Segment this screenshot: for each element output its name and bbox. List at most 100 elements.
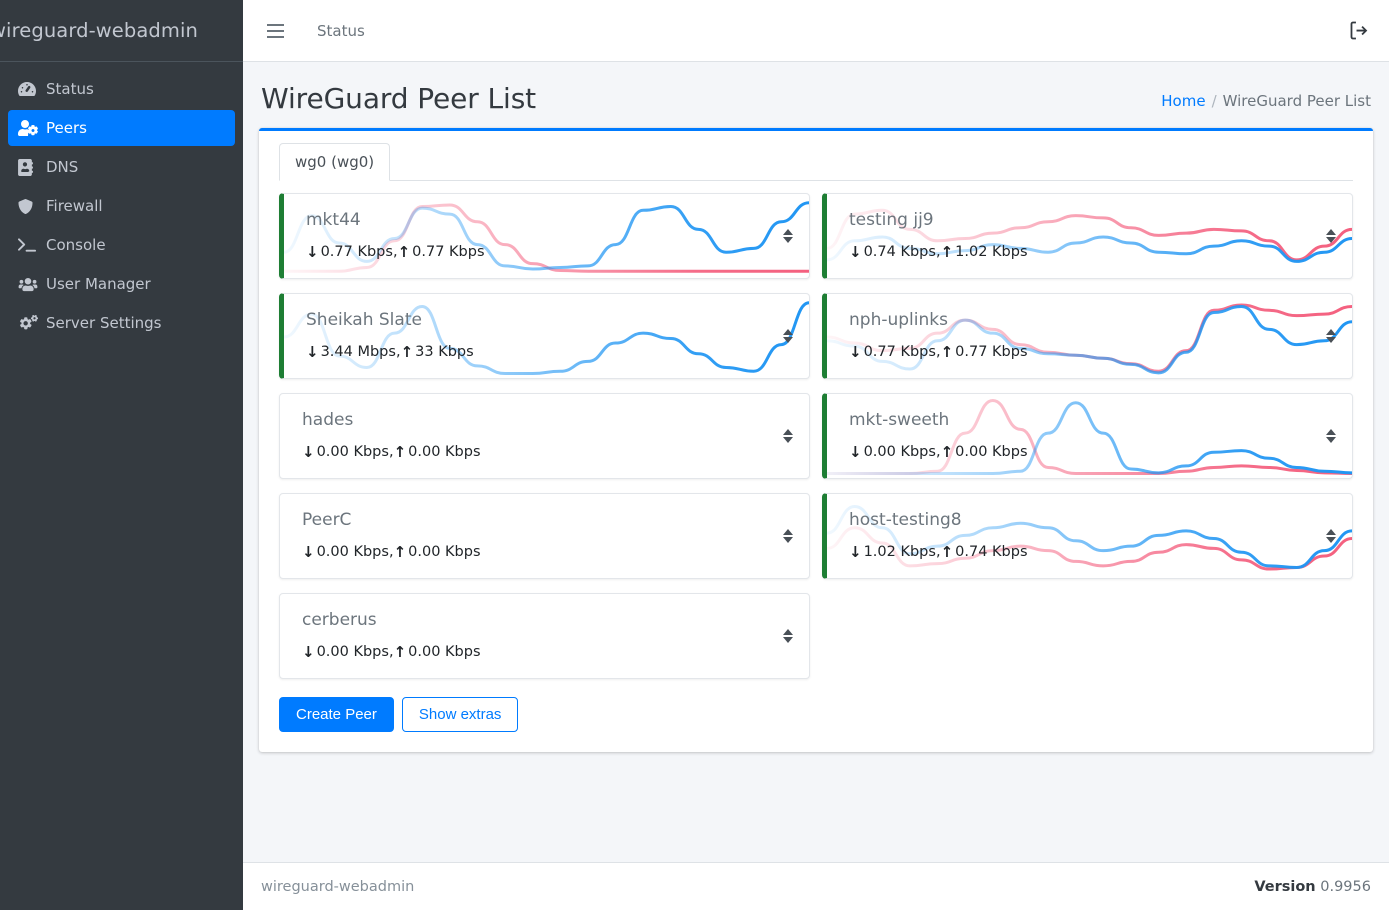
upload-arrow-icon: ↑ [940,243,954,261]
peer-name: cerberus [302,610,377,630]
download-arrow-icon: ↓ [306,343,319,361]
peer-grid: mkt44 ↓ 0.77 Kbps, ↑ 0.77 Kbps testing jj9 ↓ 0… [279,193,1353,679]
sort-up-arrow-icon [783,329,793,335]
brand-title: wireguard-webadmin [0,19,198,42]
peer-name: PeerC [302,510,352,530]
footer-app-name: wireguard-webadmin [261,878,415,895]
peer-throughput: ↓ 1.02 Kbps, ↑ 0.74 Kbps [849,543,1352,561]
sort-icon[interactable] [1326,229,1336,243]
upload-arrow-icon: ↑ [940,343,954,361]
sort-icon[interactable] [1326,529,1336,543]
download-arrow-icon: ↓ [849,443,862,461]
sort-up-arrow-icon [783,629,793,635]
peer-upload-rate: 0.00 Kbps [955,444,1028,460]
sort-up-arrow-icon [1326,529,1336,535]
sort-down-arrow-icon [783,637,793,643]
sort-down-arrow-icon [1326,237,1336,243]
hamburger-bar [267,35,284,38]
show-extras-button[interactable]: Show extras [401,697,519,732]
tab-wg0[interactable]: wg0 (wg0) [279,143,391,181]
peer-card[interactable]: PeerC ↓ 0.00 Kbps, ↑ 0.00 Kbps [279,493,810,579]
sort-up-arrow-icon [783,529,793,535]
peer-upload-rate: 0.77 Kbps [412,244,485,260]
peer-throughput: ↓ 0.77 Kbps, ↑ 0.77 Kbps [849,343,1352,361]
page-title: WireGuard Peer List [261,82,537,115]
peer-card[interactable]: mkt-sweeth ↓ 0.00 Kbps, ↑ 0.00 Kbps [822,393,1353,479]
peer-card[interactable]: hades ↓ 0.00 Kbps, ↑ 0.00 Kbps [279,393,810,479]
upload-arrow-icon: ↑ [940,443,954,461]
peer-name: mkt44 [306,210,361,230]
tachometer-icon [18,79,46,99]
sort-down-arrow-icon [1326,337,1336,343]
download-arrow-icon: ↓ [849,343,862,361]
sort-icon[interactable] [783,329,793,343]
main-wrapper: Status WireGuard Peer List Home / WireGu… [243,0,1389,910]
topbar-status-link[interactable]: Status [317,21,365,40]
download-arrow-icon: ↓ [302,543,315,561]
peer-card[interactable]: nph-uplinks ↓ 0.77 Kbps, ↑ 0.77 Kbps [822,293,1353,379]
peer-upload-rate: 33 Kbps [415,344,474,360]
sort-icon[interactable] [783,529,793,543]
breadcrumb-separator: / [1211,92,1217,110]
peer-download-rate: 1.02 Kbps [863,544,936,560]
topbar: Status [243,0,1389,62]
peer-download-rate: 0.00 Kbps [316,544,389,560]
peer-name: mkt-sweeth [849,410,950,430]
sort-icon[interactable] [783,229,793,243]
sidebar-item-dns[interactable]: DNS [8,149,235,185]
peer-upload-rate: 0.00 Kbps [408,444,481,460]
users-icon [18,274,46,294]
sidebar-item-firewall[interactable]: Firewall [8,188,235,224]
sidebar-item-server-settings[interactable]: Server Settings [8,305,235,341]
upload-arrow-icon: ↑ [397,243,411,261]
peer-name: testing jj9 [849,210,934,230]
sidebar-item-peers[interactable]: Peers [8,110,235,146]
peer-card[interactable]: cerberus ↓ 0.00 Kbps, ↑ 0.00 Kbps [279,593,810,679]
sidebar-item-status[interactable]: Status [8,71,235,107]
hamburger-icon[interactable] [261,16,291,46]
hamburger-bar [267,29,284,32]
peer-card-body: testing jj9 ↓ 0.74 Kbps, ↑ 1.02 Kbps [827,194,1352,262]
download-arrow-icon: ↓ [849,543,862,561]
footer-version-value: 0.9956 [1320,878,1371,895]
download-arrow-icon: ↓ [302,643,315,661]
sidebar-item-label: Status [46,79,94,98]
sort-icon[interactable] [1326,429,1336,443]
peer-upload-rate: 0.00 Kbps [408,544,481,560]
sort-down-arrow-icon [783,237,793,243]
peer-card[interactable]: mkt44 ↓ 0.77 Kbps, ↑ 0.77 Kbps [279,193,810,279]
brand-header[interactable]: wireguard-webadmin [0,0,243,62]
sidebar-item-label: Peers [46,118,87,137]
download-arrow-icon: ↓ [849,243,862,261]
upload-arrow-icon: ↑ [940,543,954,561]
peer-card-body: mkt-sweeth ↓ 0.00 Kbps, ↑ 0.00 Kbps [827,394,1352,462]
download-arrow-icon: ↓ [306,243,319,261]
peer-throughput: ↓ 0.00 Kbps, ↑ 0.00 Kbps [849,443,1352,461]
sidebar-item-user-manager[interactable]: User Manager [8,266,235,302]
sort-icon[interactable] [783,629,793,643]
users-cog-icon [18,118,46,138]
peer-throughput: ↓ 0.00 Kbps, ↑ 0.00 Kbps [302,443,809,461]
peer-card-body: PeerC ↓ 0.00 Kbps, ↑ 0.00 Kbps [280,494,809,562]
peer-card[interactable]: Sheikah Slate ↓ 3.44 Mbps, ↑ 33 Kbps [279,293,810,379]
sidebar-item-console[interactable]: Console [8,227,235,263]
peer-upload-rate: 0.00 Kbps [408,644,481,660]
peer-download-rate: 0.00 Kbps [316,444,389,460]
peer-download-rate: 0.77 Kbps [320,244,393,260]
peer-card-body: cerberus ↓ 0.00 Kbps, ↑ 0.00 Kbps [280,594,809,662]
peer-download-rate: 0.00 Kbps [316,644,389,660]
create-peer-button[interactable]: Create Peer [279,697,394,732]
sort-icon[interactable] [783,429,793,443]
sign-out-icon[interactable] [1350,21,1369,40]
peer-card[interactable]: host-testing8 ↓ 1.02 Kbps, ↑ 0.74 Kbps [822,493,1353,579]
sort-icon[interactable] [1326,329,1336,343]
peer-download-rate: 0.77 Kbps [863,344,936,360]
peer-card[interactable]: testing jj9 ↓ 0.74 Kbps, ↑ 1.02 Kbps [822,193,1353,279]
breadcrumb-home-link[interactable]: Home [1161,92,1206,110]
peer-download-rate: 0.74 Kbps [863,244,936,260]
rate-separator: , [388,544,394,560]
peer-download-rate: 0.00 Kbps [863,444,936,460]
interface-tabs: wg0 (wg0) [279,143,1353,181]
peer-upload-rate: 1.02 Kbps [955,244,1028,260]
hamburger-bar [267,23,284,26]
